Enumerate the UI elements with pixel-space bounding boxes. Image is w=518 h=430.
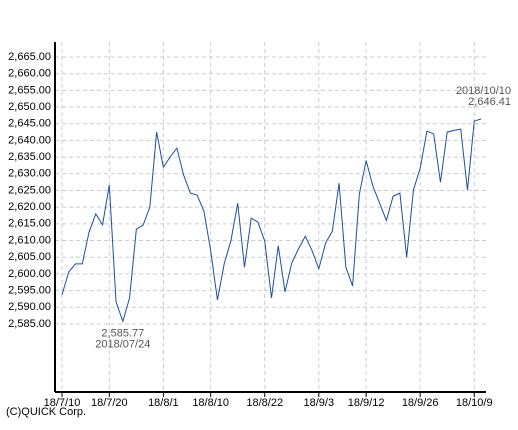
y-tick-label: 2,640.00 (8, 134, 51, 146)
y-tick-label: 2,650.00 (8, 101, 51, 113)
annotation: 2,585.77 (101, 327, 144, 339)
y-tick-label: 2,655.00 (8, 84, 51, 96)
x-tick-label: 18/8/22 (246, 397, 283, 409)
annotation: 2018/10/10 (456, 85, 511, 97)
y-tick-label: 2,610.00 (8, 234, 51, 246)
annotation: 2,646.41 (468, 96, 511, 108)
y-tick-label: 2,645.00 (8, 118, 51, 130)
y-tick-label: 2,665.00 (8, 51, 51, 63)
x-tick-label: 18/9/3 (304, 397, 335, 409)
x-tick-label: 18/7/20 (91, 397, 128, 409)
y-tick-label: 2,660.00 (8, 68, 51, 80)
y-tick-label: 2,615.00 (8, 218, 51, 230)
footer: (C)QUICK Corp. (6, 406, 86, 418)
y-tick-label: 2,600.00 (8, 268, 51, 280)
y-tick-label: 2,630.00 (8, 168, 51, 180)
x-tick-label: 18/10/9 (456, 397, 493, 409)
y-tick-label: 2,625.00 (8, 184, 51, 196)
y-tick-label: 2,585.00 (8, 318, 51, 330)
price-line (61, 118, 482, 324)
y-tick-label: 2,635.00 (8, 151, 51, 163)
y-tick-label: 2,620.00 (8, 201, 51, 213)
x-tick-label: 18/8/1 (148, 397, 179, 409)
y-tick-label: 2,595.00 (8, 284, 51, 296)
x-tick-label: 18/9/12 (348, 397, 385, 409)
y-tick-label: 2,590.00 (8, 301, 51, 313)
annotation: 2018/07/24 (95, 338, 150, 350)
y-tick-label: 2,605.00 (8, 251, 51, 263)
x-tick-label: 18/9/26 (402, 397, 439, 409)
x-tick-label: 18/8/10 (192, 397, 229, 409)
x-tick-label: 18/7/10 (44, 397, 81, 409)
